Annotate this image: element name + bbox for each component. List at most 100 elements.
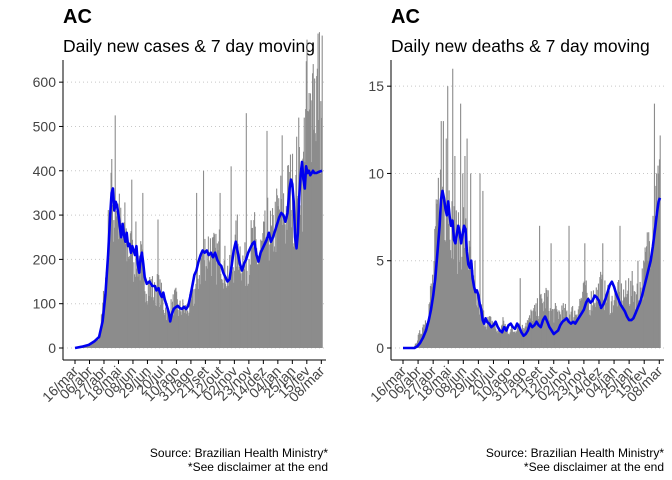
cases-bar <box>292 246 294 348</box>
cases-bar <box>296 198 298 348</box>
cases-bar <box>191 290 193 348</box>
deaths-bar <box>449 239 451 348</box>
cases-bar <box>120 228 122 348</box>
deaths-bar <box>508 333 510 348</box>
cases-bar <box>320 117 323 349</box>
deaths-bar <box>450 258 452 348</box>
deaths-bar <box>442 186 444 348</box>
deaths-bar <box>640 297 643 348</box>
cases-bar <box>198 288 200 348</box>
cases-y-tick-label: 200 <box>33 251 57 267</box>
cases-bar <box>200 258 203 348</box>
cases-bar <box>304 162 306 348</box>
cases-bar <box>136 247 138 348</box>
cases-bar <box>159 279 161 348</box>
cases-bar <box>205 280 207 348</box>
cases-bar <box>226 286 228 348</box>
cases-bar <box>310 100 312 348</box>
cases-bar <box>152 300 154 348</box>
cases-bar <box>137 276 139 348</box>
cases-bar <box>214 234 216 348</box>
deaths-bar <box>642 299 644 348</box>
cases-bar <box>294 248 296 348</box>
deaths-bar <box>511 329 513 348</box>
deaths-bar <box>635 294 638 348</box>
cases-bar <box>164 315 166 348</box>
deaths-bar <box>527 320 529 348</box>
deaths-bar <box>438 228 440 348</box>
cases-bar <box>309 93 312 348</box>
cases-bar <box>115 210 117 348</box>
cases-bar <box>263 221 265 348</box>
cases-bar <box>244 242 246 348</box>
cases-y-tick-label: 600 <box>33 74 57 90</box>
cases-bar <box>153 282 156 348</box>
deaths-bar <box>584 243 586 348</box>
cases-bar <box>272 215 274 348</box>
cases-bar <box>288 203 290 348</box>
deaths-bar <box>448 190 450 348</box>
deaths-bar <box>626 294 628 348</box>
deaths-bar <box>630 296 633 348</box>
cases-bar <box>150 278 152 348</box>
deaths-bar <box>548 310 550 348</box>
cases-bar <box>168 311 170 348</box>
deaths-bar <box>561 305 563 348</box>
cases-bar <box>229 280 231 348</box>
cases-bar <box>247 285 249 348</box>
cases-y-tick-label: 500 <box>33 118 57 134</box>
cases-bar <box>110 172 112 348</box>
cases-bar <box>156 274 158 348</box>
cases-bar <box>94 340 96 348</box>
cases-bar <box>180 314 182 348</box>
deaths-bar <box>535 303 537 348</box>
cases-bar <box>229 254 231 348</box>
deaths-bar <box>534 311 536 348</box>
deaths-bar <box>468 240 470 348</box>
cases-bar <box>108 257 110 348</box>
deaths-bar <box>592 290 594 348</box>
deaths-bar <box>465 254 467 348</box>
deaths-bar <box>419 330 421 348</box>
deaths-bar <box>539 225 541 348</box>
cases-bar <box>285 206 287 348</box>
deaths-bar <box>474 260 476 348</box>
deaths-bar <box>489 316 491 348</box>
deaths-bar <box>461 256 463 348</box>
cases-bar <box>127 241 129 348</box>
cases-bar <box>126 261 128 348</box>
cases-bar <box>130 231 132 348</box>
deaths-bar <box>618 291 620 348</box>
cases-bar <box>117 203 119 348</box>
cases-bar <box>236 214 238 348</box>
deaths-bar <box>614 287 616 348</box>
cases-bar <box>127 256 129 348</box>
cases-bar <box>235 220 237 348</box>
deaths-bar <box>648 241 650 348</box>
deaths-bar <box>612 305 615 348</box>
cases-bar <box>230 166 232 348</box>
cases-bar <box>92 342 94 348</box>
cases-bar <box>221 279 223 348</box>
deaths-bar <box>590 315 592 348</box>
cases-bar <box>283 193 285 348</box>
cases-bar <box>311 162 313 348</box>
cases-bar <box>158 275 160 348</box>
deaths-bar <box>511 326 513 348</box>
deaths-bar <box>597 289 599 348</box>
deaths-bar <box>462 173 464 348</box>
deaths-bar <box>506 329 508 348</box>
cases-bar <box>187 310 189 348</box>
cases-bar <box>169 318 171 348</box>
deaths-bar <box>526 326 528 348</box>
cases-y-tick-label: 300 <box>33 207 57 223</box>
cases-bar <box>200 255 202 348</box>
deaths-bar <box>605 296 607 348</box>
cases-bar <box>193 289 195 348</box>
cases-bar <box>148 295 150 348</box>
deaths-bar <box>590 291 592 348</box>
cases-bar <box>228 277 230 348</box>
deaths-bar <box>526 320 528 348</box>
deaths-bar <box>572 305 574 348</box>
deaths-bar <box>607 291 610 348</box>
